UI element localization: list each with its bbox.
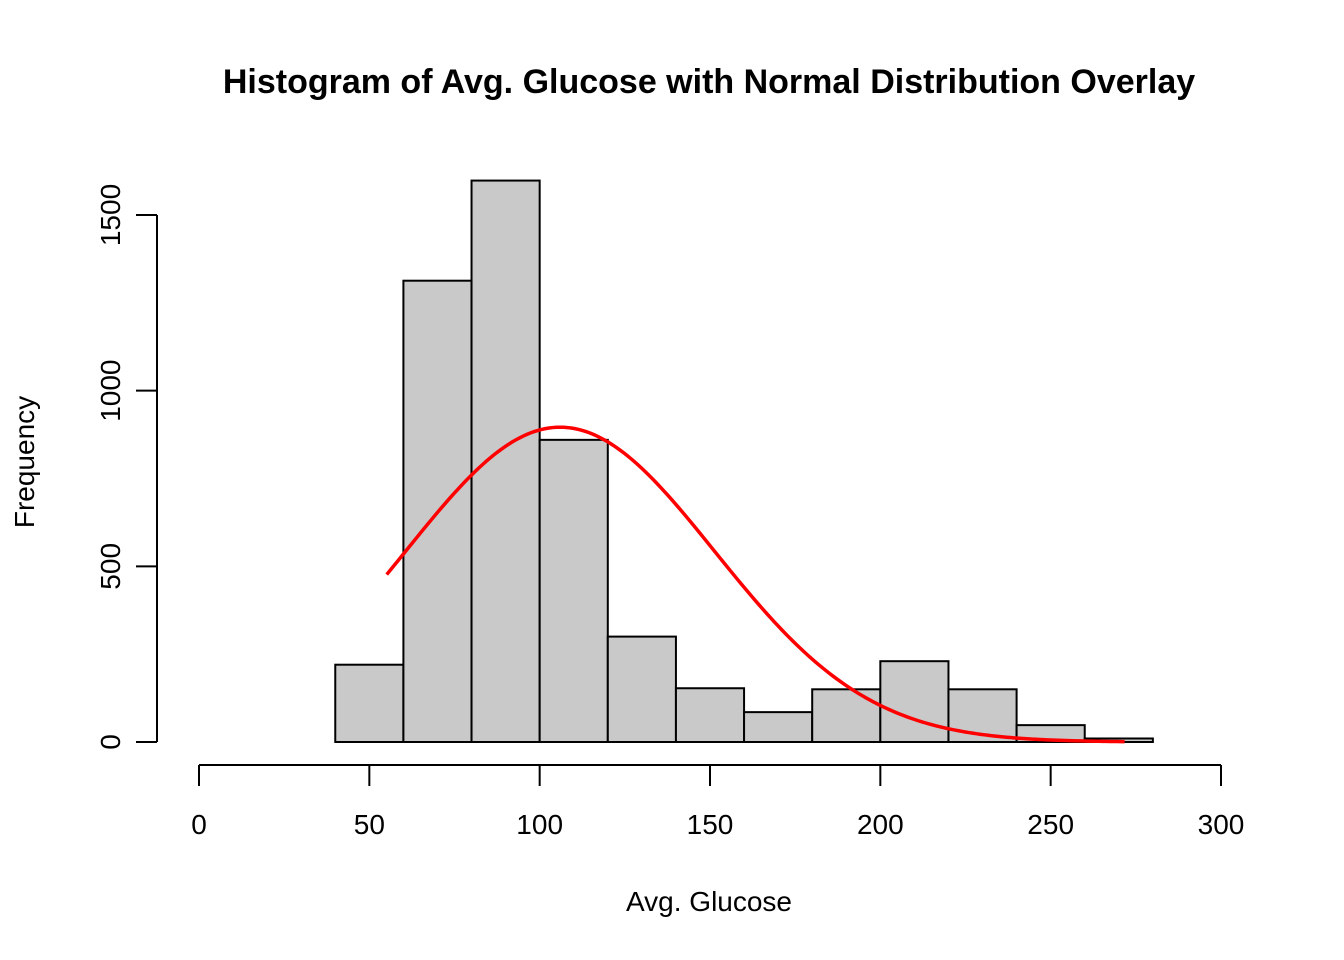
- y-tick-label: 1500: [95, 184, 126, 246]
- histogram-bar-120-140: [606, 635, 677, 743]
- y-axis: 0 500 1000 1500: [95, 184, 158, 750]
- histogram-bar-40-60: [334, 663, 405, 743]
- x-tick-label: 200: [857, 809, 904, 840]
- x-tick-label: 50: [354, 809, 385, 840]
- histogram-bar-200-220: [879, 660, 950, 744]
- chart-title: Histogram of Avg. Glucose with Normal Di…: [223, 63, 1195, 101]
- normal-curve-group: [385, 425, 1125, 744]
- x-axis-label: Avg. Glucose: [626, 886, 792, 917]
- x-tick-label: 100: [516, 809, 563, 840]
- x-tick-label: 0: [191, 809, 207, 840]
- y-tick-label: 1000: [95, 360, 126, 422]
- x-tick-label: 150: [687, 809, 734, 840]
- x-axis: 0 50 100 150 200 250 300: [191, 764, 1245, 840]
- x-tick-label: 250: [1027, 809, 1074, 840]
- y-axis-label: Frequency: [9, 396, 40, 528]
- y-tick-label: 500: [95, 543, 126, 590]
- y-tick-label: 0: [95, 734, 126, 750]
- histogram-bar-160-180: [743, 711, 814, 743]
- x-tick-label: 300: [1198, 809, 1245, 840]
- histogram-bar-140-160: [674, 687, 746, 743]
- histogram-bar-100-120: [538, 438, 609, 743]
- bars-group: [334, 179, 1154, 744]
- histogram-bar-80-100: [470, 179, 541, 743]
- normal-distribution-curve: [385, 425, 1125, 744]
- histogram-bar-180-200: [811, 688, 882, 743]
